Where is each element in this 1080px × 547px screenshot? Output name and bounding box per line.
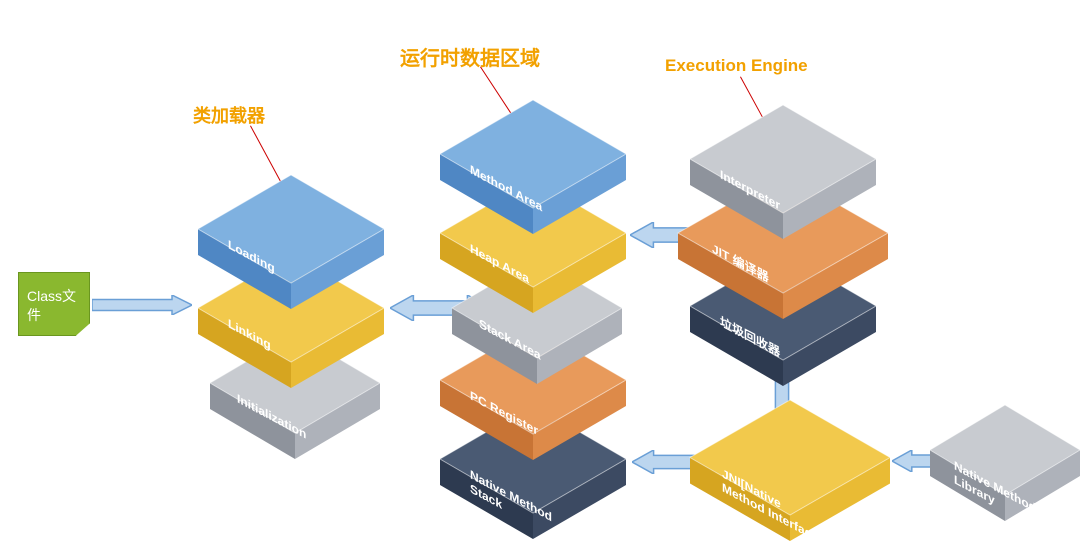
slab-shape	[440, 100, 626, 234]
class-file-badge: Class文件	[18, 272, 90, 336]
slab-method-area: Method Area	[440, 100, 626, 234]
section-title-t-runtime: 运行时数据区域	[400, 42, 540, 71]
slab-shape	[690, 105, 876, 239]
slab-jni: JNI[Native Method Interface]	[690, 400, 890, 541]
arrow-a-class-loader	[92, 295, 192, 315]
section-title-t-loader: 类加载器	[193, 102, 265, 128]
section-title-t-exec: Execution Engine	[665, 56, 808, 76]
slab-interp: Interpreter	[690, 105, 876, 239]
slab-shape	[198, 175, 384, 309]
slab-loading: Loading	[198, 175, 384, 309]
class-file-label: Class文件	[27, 288, 76, 323]
slab-nml: Native Method Library	[930, 405, 1080, 521]
